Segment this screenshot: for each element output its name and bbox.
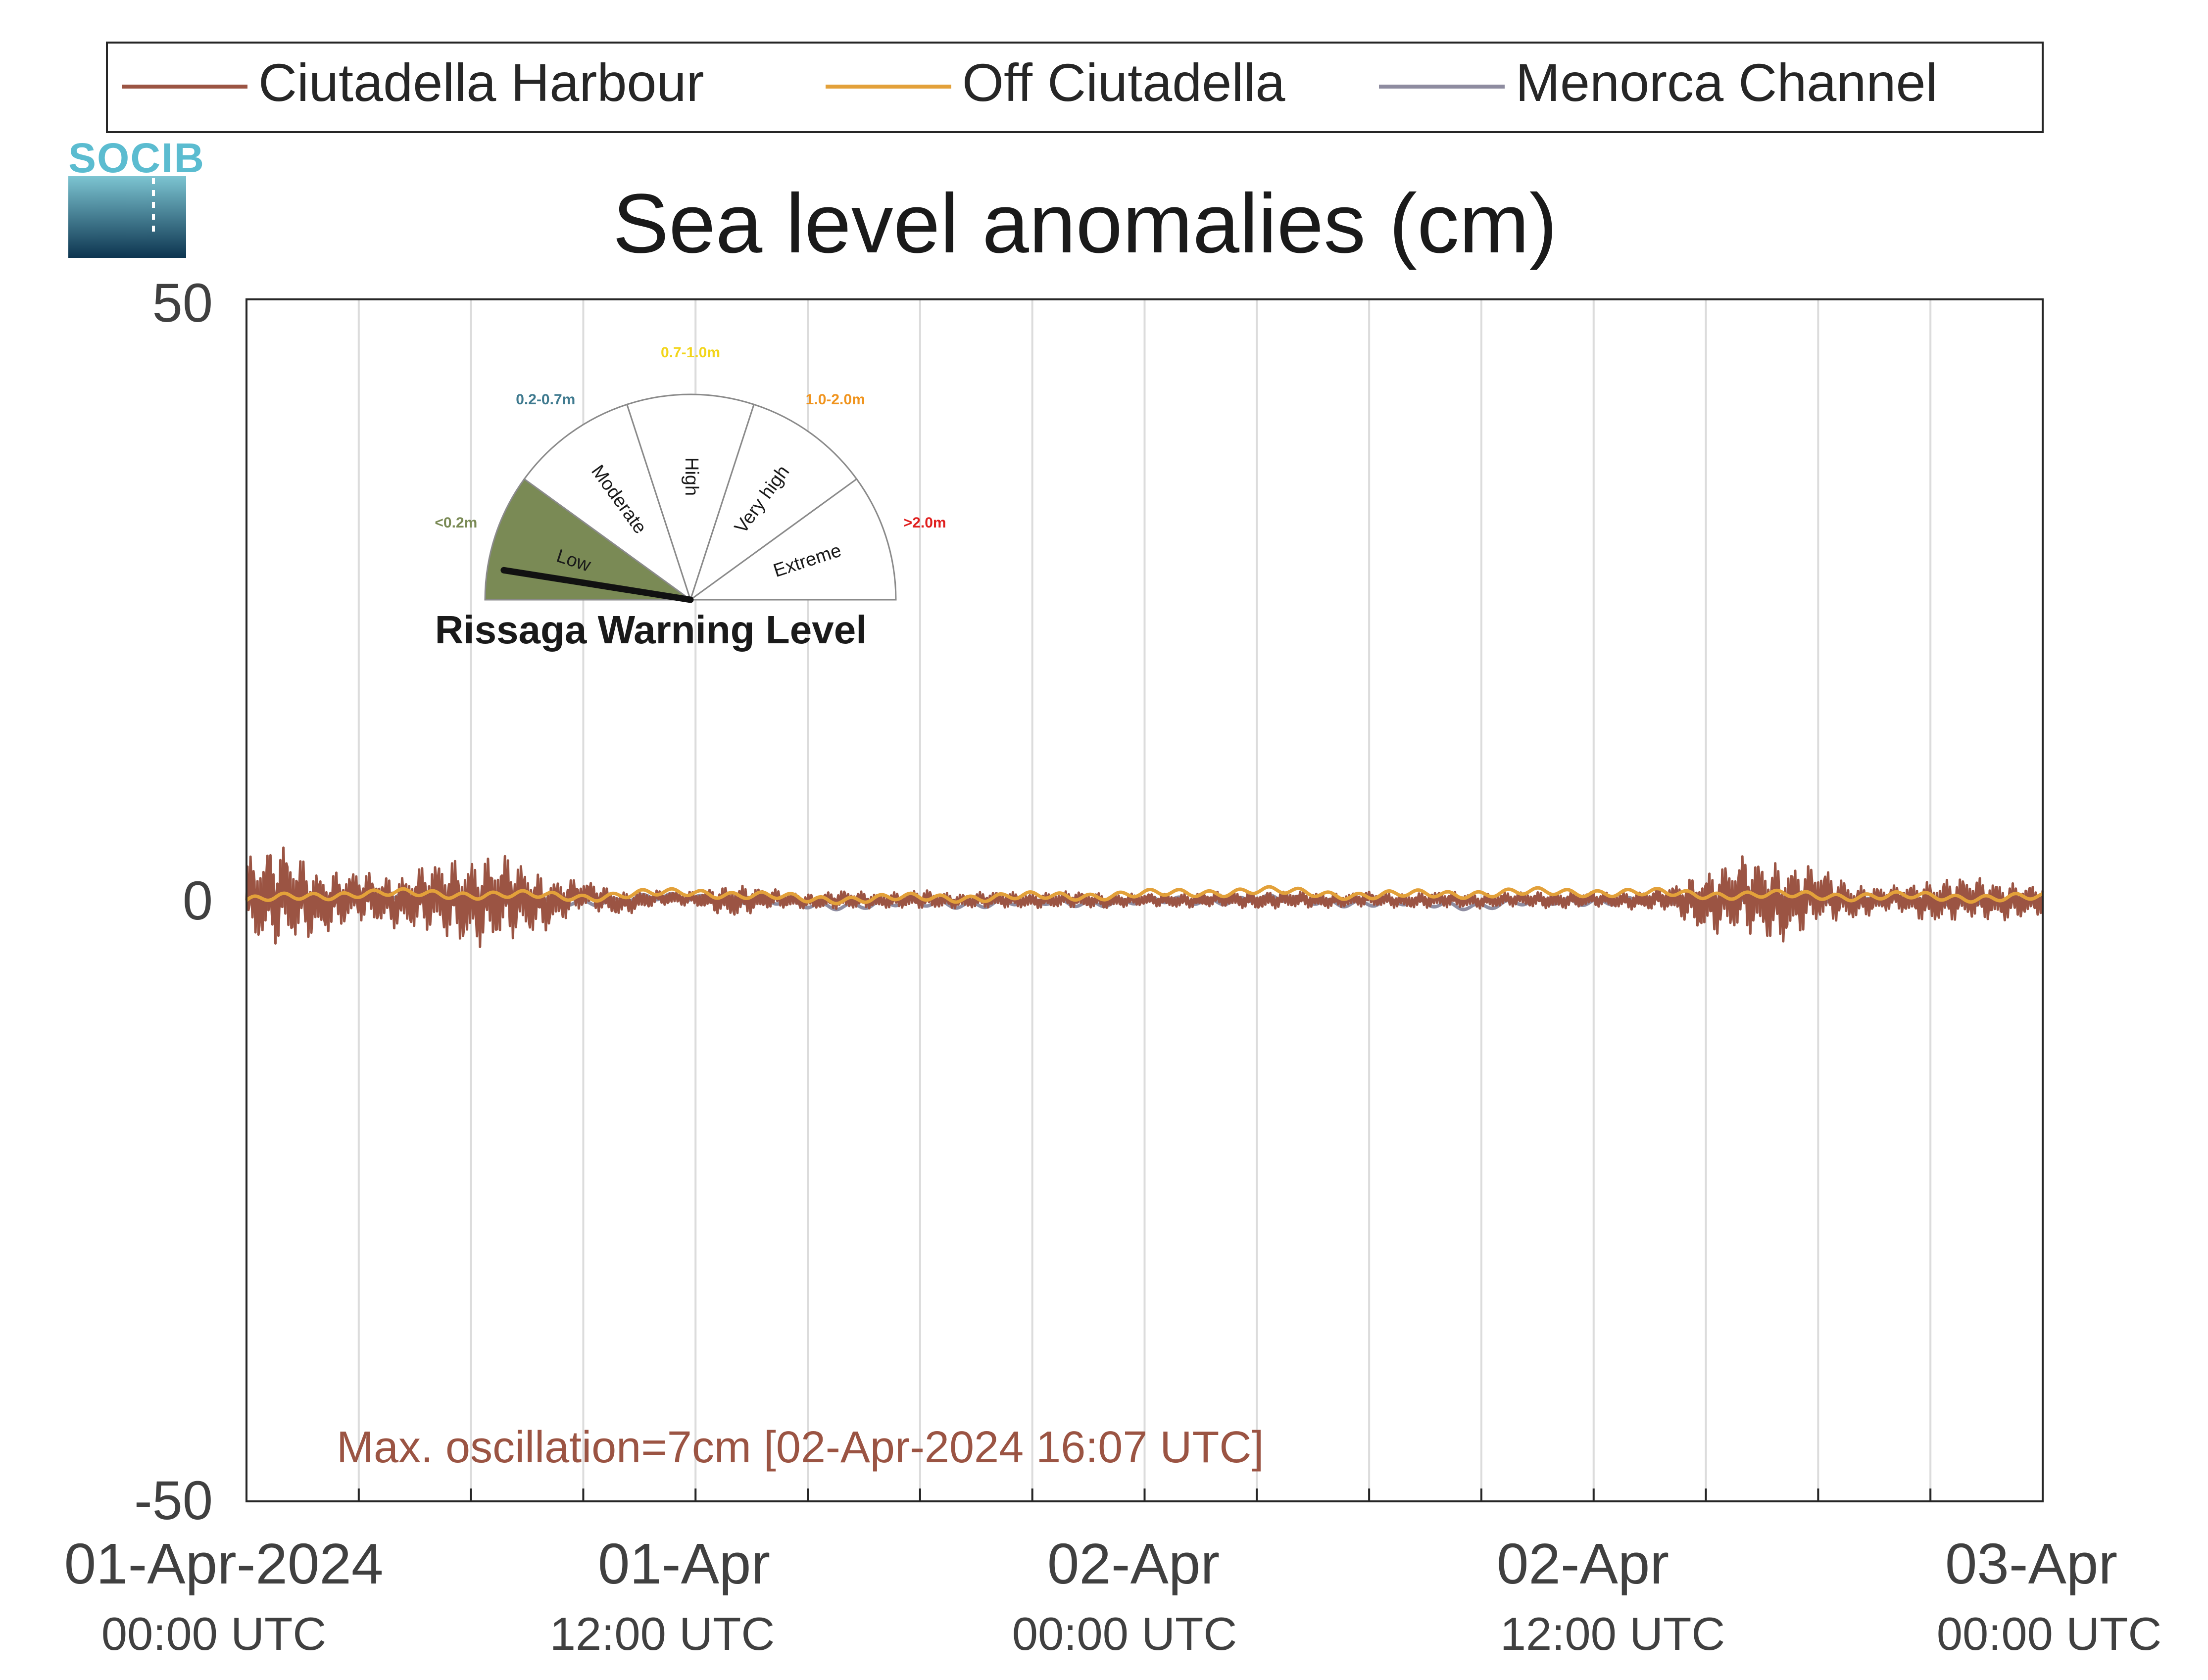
x-tick-date: 01-Apr-2024 [64, 1532, 384, 1596]
chart-title: Sea level anomalies (cm) [613, 177, 1558, 271]
gauge-sector-low [484, 478, 693, 601]
gauge-title: Rissaga Warning Level [435, 608, 867, 652]
gauge-sector-extreme [688, 478, 897, 601]
plot-area [245, 298, 2044, 1502]
max-oscillation-annotation: Max. oscillation=7cm [02-Apr-2024 16:07 … [337, 1423, 1264, 1472]
series-line-ciutadella-harbour [245, 846, 2044, 948]
x-tick-time: 12:00 UTC [1500, 1608, 1725, 1660]
x-tick-label-1: 01-Apr 12:00 UTC [550, 1532, 775, 1660]
legend-label-menorca-channel: Menorca Channel [1516, 52, 1938, 112]
gauge-range-label-high: 0.7-1.0m [661, 344, 720, 361]
legend-label-off-ciutadella: Off Ciutadella [962, 52, 1285, 112]
x-tick-label-2: 02-Apr 00:00 UTC [1012, 1532, 1237, 1660]
legend-box [106, 42, 2044, 133]
series-line-off-ciutadella [245, 885, 2044, 906]
x-tick-time: 00:00 UTC [101, 1608, 327, 1660]
x-tick-label-3: 02-Apr 12:00 UTC [1497, 1532, 1725, 1660]
x-tick-date: 03-Apr [1945, 1532, 2117, 1596]
y-tick-label-0: 0 [183, 870, 213, 931]
gauge-range-label-moderate: 0.2-0.7m [516, 391, 575, 408]
gauge-range-label-very-high: 1.0-2.0m [806, 391, 865, 408]
gauge-sectors: Low<0.2m Moderate0.2-0.7mHigh0.7-1.0mVery… [435, 344, 946, 602]
gauge-range-label-low: <0.2m [435, 515, 477, 531]
series-layer [245, 846, 2044, 948]
socib-logo-text: SOCIB [68, 135, 205, 181]
x-tick-label-4: 03-Apr 00:00 UTC [1937, 1532, 2162, 1660]
x-tick-time: 00:00 UTC [1937, 1608, 2162, 1660]
gauge-sector-high [626, 393, 755, 602]
gauge-needle [500, 567, 694, 603]
y-tick-label-minus-50: -50 [134, 1470, 213, 1531]
y-axis: 50 0 -50 [134, 273, 213, 1531]
x-tick-date: 02-Apr [1047, 1532, 1220, 1596]
legend-label-ciutadella-harbour: Ciutadella Harbour [258, 52, 704, 112]
x-tick-time: 12:00 UTC [550, 1608, 775, 1660]
socib-logo-mark [68, 176, 186, 258]
rissaga-warning-gauge: Low<0.2m Moderate0.2-0.7mHigh0.7-1.0mVery… [435, 344, 946, 652]
legend-entry-menorca-channel: Menorca Channel [1379, 52, 1938, 112]
x-tick-label-0: 01-Apr-2024 00:00 UTC [64, 1532, 384, 1660]
gauge-sector-moderate [523, 403, 692, 602]
gauge-sector-label-high: High [681, 457, 702, 496]
gauge-range-label-extreme: >2.0m [904, 515, 946, 531]
y-tick-label-50: 50 [152, 273, 213, 334]
x-axis: 01-Apr-2024 00:00 UTC 01-Apr 12:00 UTC 0… [64, 1532, 2162, 1660]
gauge-sector-very-high [689, 403, 858, 602]
x-tick-date: 01-Apr [598, 1532, 770, 1596]
x-tick-date: 02-Apr [1497, 1532, 1669, 1596]
legend-entry-off-ciutadella: Off Ciutadella [826, 52, 1285, 112]
legend-entry-ciutadella-harbour: Ciutadella Harbour [122, 52, 704, 112]
socib-logo: SOCIB [68, 135, 205, 258]
legend: Ciutadella Harbour Off Ciutadella Menorc… [106, 42, 2044, 133]
x-axis-ticks [357, 1488, 1932, 1501]
x-tick-time: 00:00 UTC [1012, 1608, 1237, 1660]
